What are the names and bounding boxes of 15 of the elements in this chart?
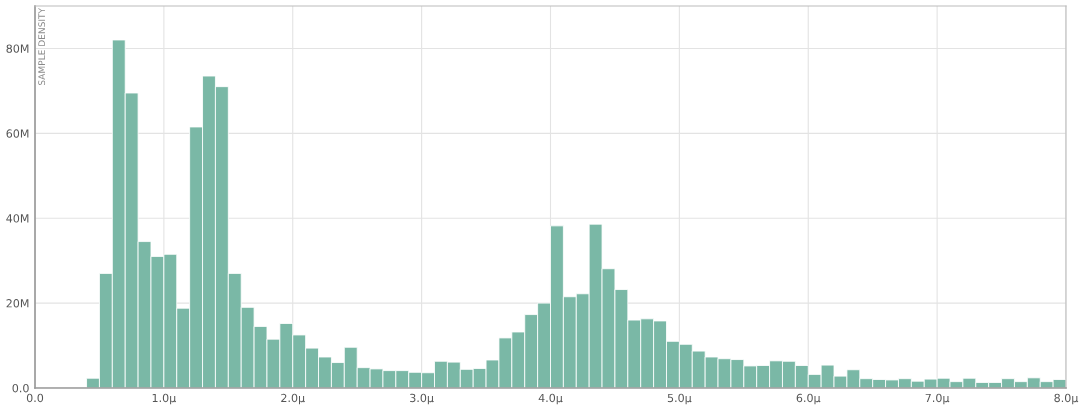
x-tick-label: 6.0μ <box>796 393 821 405</box>
y-tick-label: 60M <box>6 129 29 138</box>
x-tick-label: 7.0μ <box>925 393 950 405</box>
x-tick-label: 5.0μ <box>667 393 692 405</box>
y-tick-label: 40M <box>6 214 29 223</box>
y-tick-label: 20M <box>6 299 29 308</box>
y-tick-label: 80M <box>6 44 29 53</box>
y-axis-title: SAMPLE DENSITY <box>38 7 46 86</box>
x-tick-label: 0.0 <box>26 393 44 403</box>
x-tick-label: 4.0μ <box>538 393 563 405</box>
y-tick-label: 0.0 <box>12 383 29 393</box>
x-tick-label: 1.0μ <box>152 393 176 405</box>
x-tick-label: 3.0μ <box>410 393 434 405</box>
x-tick-label: 2.0μ <box>281 393 305 405</box>
x-tick-label: 8.0μ <box>1054 393 1079 405</box>
